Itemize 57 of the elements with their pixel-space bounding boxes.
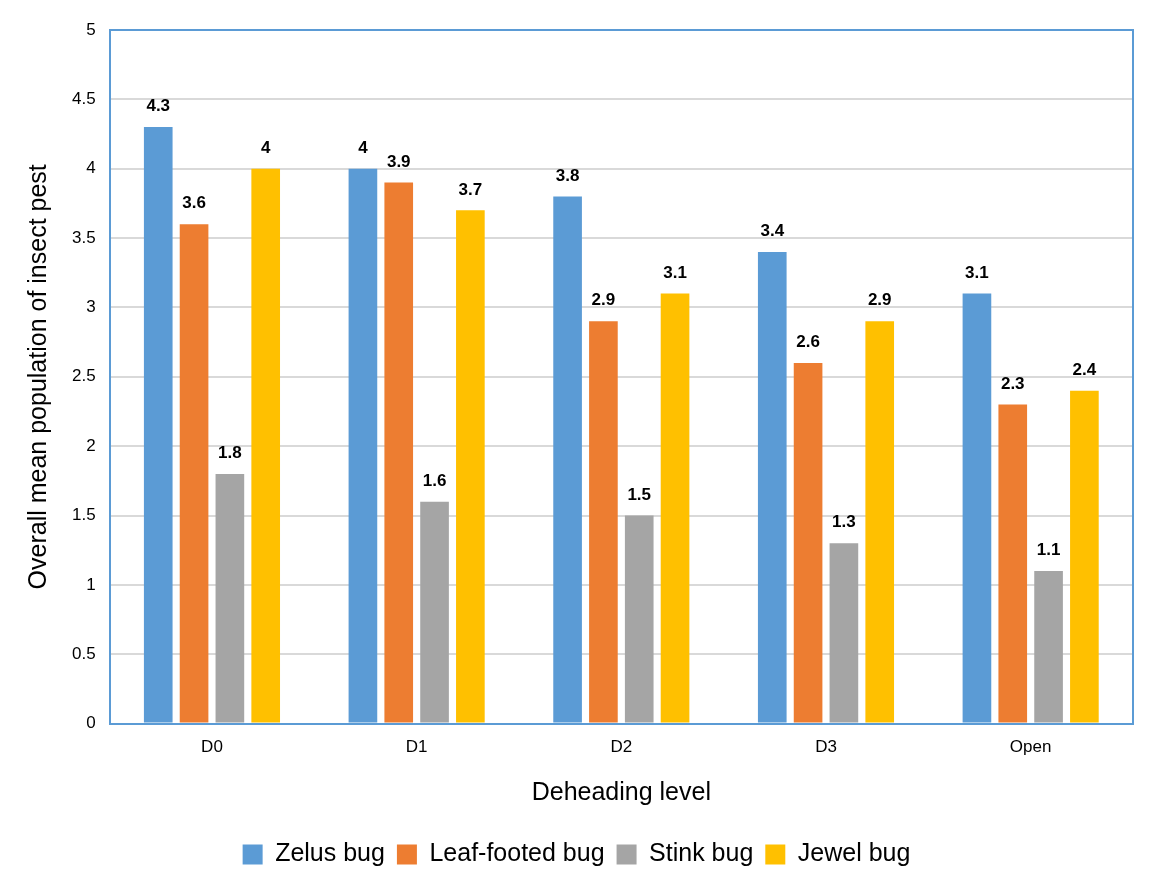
y-tick-label: 2.5 — [71, 366, 96, 386]
data-label: 3.4 — [760, 221, 785, 241]
bar — [589, 321, 618, 723]
y-tick-label: 3.5 — [71, 227, 96, 247]
data-label: 4 — [358, 137, 369, 157]
data-label: 2.3 — [1000, 373, 1025, 393]
data-label: 1.5 — [627, 484, 652, 504]
data-label: 2.9 — [591, 290, 616, 310]
bar — [829, 543, 859, 723]
y-tick-label: 1 — [86, 574, 96, 594]
bar — [420, 501, 449, 723]
bar — [793, 362, 823, 723]
bar — [660, 293, 690, 723]
y-tick-label: 5 — [86, 19, 96, 39]
data-label: 2.9 — [867, 290, 892, 310]
legend-label: Zelus bug — [275, 838, 385, 867]
y-tick-label: 1.5 — [71, 505, 96, 525]
bar — [1070, 390, 1099, 723]
y-tick-label: 3 — [86, 297, 96, 317]
bar — [251, 168, 281, 723]
data-label: 3.1 — [965, 262, 989, 282]
bar — [1034, 571, 1063, 723]
data-label: 1.1 — [1036, 540, 1061, 560]
legend-label: Jewel bug — [797, 838, 911, 867]
y-axis-title: Overall mean population of insect pest — [22, 164, 51, 590]
data-label: 2.4 — [1072, 359, 1097, 379]
data-label: 3.7 — [458, 179, 483, 199]
x-tick-label: D3 — [815, 737, 837, 757]
y-tick-label: 4.5 — [71, 89, 96, 109]
bar — [624, 515, 654, 723]
bar — [865, 321, 895, 723]
data-label: 3.1 — [663, 262, 687, 282]
x-tick-label: D1 — [405, 737, 428, 757]
y-tick-label: 2 — [86, 435, 96, 455]
data-label: 1.3 — [832, 512, 856, 532]
bar — [384, 182, 414, 723]
bar — [456, 210, 485, 723]
bar — [179, 224, 209, 723]
y-tick-label: 0 — [86, 713, 96, 733]
data-label: 3.8 — [555, 165, 580, 185]
legend-label: Stink bug — [649, 838, 754, 867]
data-label: 1.8 — [218, 443, 242, 463]
data-label: 4.3 — [146, 96, 171, 116]
legend-label: Leaf-footed bug — [429, 838, 605, 867]
x-tick-label: D0 — [201, 737, 223, 757]
x-axis-title: Deheading level — [531, 776, 711, 805]
data-label: 3.6 — [182, 193, 206, 213]
y-tick-label: 4 — [86, 158, 96, 178]
data-label: 4 — [260, 137, 271, 157]
bar — [215, 473, 245, 723]
data-label: 2.6 — [796, 332, 820, 352]
data-label: 3.9 — [386, 151, 411, 171]
bar — [998, 404, 1028, 723]
x-tick-label: D2 — [610, 737, 633, 757]
x-tick-label: Open — [1009, 737, 1052, 757]
data-label: 1.6 — [422, 470, 447, 490]
y-tick-label: 0.5 — [71, 643, 96, 663]
